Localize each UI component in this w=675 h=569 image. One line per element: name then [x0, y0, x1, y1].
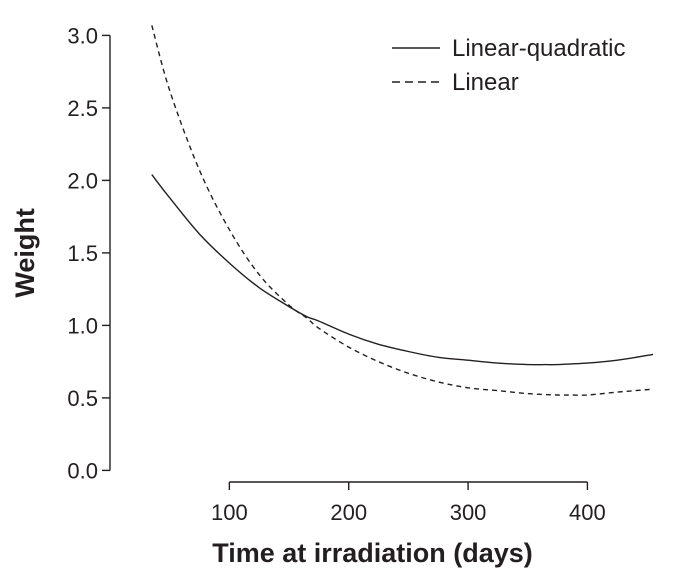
y-tick-label: 3.0: [67, 23, 98, 48]
series-line-linear: [151, 25, 654, 396]
legend-label-linear: Linear: [452, 69, 519, 96]
y-tick-label: 2.5: [67, 96, 98, 121]
x-tick-label: 400: [569, 500, 606, 525]
series-line-linear-quadratic: [151, 174, 654, 366]
y-tick-label: 1.0: [67, 313, 98, 338]
y-tick-label: 1.5: [67, 241, 98, 266]
y-tick-label: 0.0: [67, 458, 98, 483]
x-axis-title: Time at irradiation (days): [212, 538, 533, 568]
y-tick-label: 0.5: [67, 386, 98, 411]
y-axis-title: Weight: [10, 208, 40, 298]
y-axis-ticks: 0.0 0.5 1.0 1.5 2.0 2.5 3.0: [67, 23, 110, 483]
legend-label-linear-quadratic: Linear-quadratic: [452, 35, 625, 62]
x-tick-label: 100: [211, 500, 248, 525]
plot-area: 0.0 0.5 1.0 1.5 2.0 2.5 3.0 100 200 300 400: [67, 23, 654, 525]
series-layer: [151, 25, 654, 396]
y-tick-label: 2.0: [67, 168, 98, 193]
x-axis-ticks: 100 200 300 400: [211, 482, 606, 525]
legend: Linear-quadratic Linear: [392, 35, 625, 96]
x-tick-label: 300: [450, 500, 487, 525]
x-tick-label: 200: [330, 500, 367, 525]
